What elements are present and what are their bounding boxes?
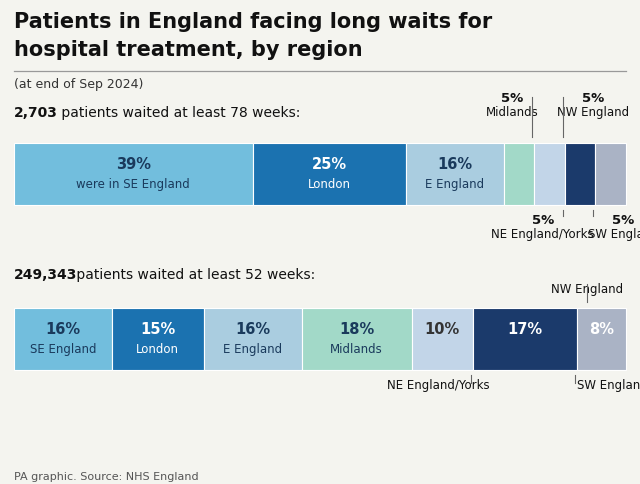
Text: London: London <box>308 178 351 191</box>
Text: SW England: SW England <box>588 227 640 241</box>
Text: PA graphic. Source: NHS England: PA graphic. Source: NHS England <box>14 471 198 481</box>
Text: 25%: 25% <box>312 157 347 172</box>
Text: 10%: 10% <box>425 322 460 337</box>
Text: 5%: 5% <box>582 92 604 105</box>
FancyBboxPatch shape <box>577 308 626 370</box>
Text: 16%: 16% <box>437 157 472 172</box>
Text: E England: E England <box>425 178 484 191</box>
Text: 5%: 5% <box>532 213 554 227</box>
FancyBboxPatch shape <box>565 144 595 206</box>
Text: patients waited at least 52 weeks:: patients waited at least 52 weeks: <box>72 268 316 281</box>
Text: 39%: 39% <box>116 157 151 172</box>
Text: Patients in England facing long waits for: Patients in England facing long waits fo… <box>14 12 492 32</box>
FancyBboxPatch shape <box>204 308 301 370</box>
FancyBboxPatch shape <box>112 308 204 370</box>
FancyBboxPatch shape <box>406 144 504 206</box>
Text: 15%: 15% <box>140 322 175 337</box>
Text: 5%: 5% <box>501 92 524 105</box>
Text: NW England: NW England <box>551 283 623 295</box>
Text: 17%: 17% <box>508 322 543 337</box>
Text: 18%: 18% <box>339 322 374 337</box>
Text: hospital treatment, by region: hospital treatment, by region <box>14 40 363 60</box>
Text: patients waited at least 78 weeks:: patients waited at least 78 weeks: <box>57 106 300 120</box>
Text: London: London <box>136 343 179 356</box>
Text: SE England: SE England <box>29 343 96 356</box>
FancyBboxPatch shape <box>253 144 406 206</box>
Text: 16%: 16% <box>45 322 81 337</box>
FancyBboxPatch shape <box>14 308 112 370</box>
Text: 5%: 5% <box>612 213 634 227</box>
Text: Midlands: Midlands <box>330 343 383 356</box>
Text: 8%: 8% <box>589 322 614 337</box>
Text: NE England/Yorks: NE England/Yorks <box>387 378 490 391</box>
Text: E England: E England <box>223 343 282 356</box>
FancyBboxPatch shape <box>14 144 253 206</box>
Text: NE England/Yorks: NE England/Yorks <box>492 227 594 241</box>
Text: NW England: NW England <box>557 106 629 119</box>
Text: 249,343: 249,343 <box>14 268 77 281</box>
Text: Midlands: Midlands <box>486 106 539 119</box>
Text: SW England: SW England <box>577 378 640 391</box>
FancyBboxPatch shape <box>473 308 577 370</box>
Text: were in SE England: were in SE England <box>76 178 190 191</box>
Text: 16%: 16% <box>235 322 270 337</box>
FancyBboxPatch shape <box>412 308 473 370</box>
FancyBboxPatch shape <box>301 308 412 370</box>
FancyBboxPatch shape <box>504 144 534 206</box>
FancyBboxPatch shape <box>595 144 626 206</box>
FancyBboxPatch shape <box>534 144 565 206</box>
Text: (at end of Sep 2024): (at end of Sep 2024) <box>14 78 143 91</box>
Text: 2,703: 2,703 <box>14 106 58 120</box>
